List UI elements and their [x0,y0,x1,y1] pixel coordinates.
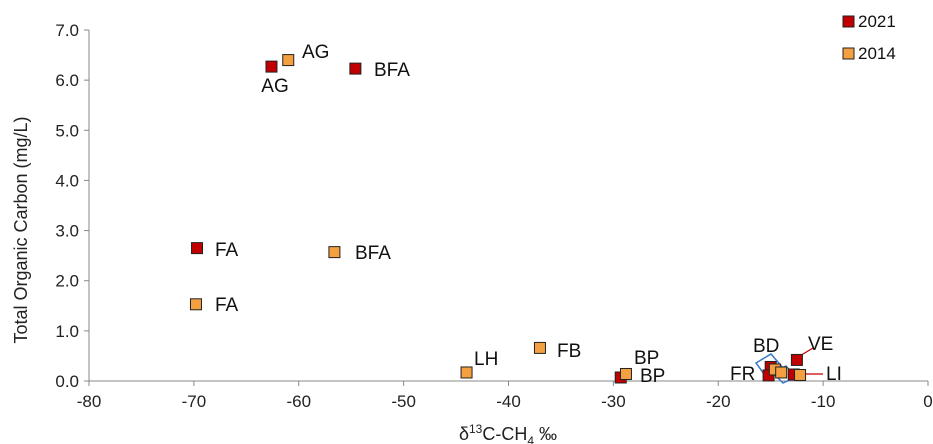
point-2014-ag [283,55,294,66]
y-tick-label: 3.0 [55,222,79,241]
x-axis-title: δ13C-CH4 ‰ [459,422,557,444]
x-axis-title-compound: C-CH [482,424,527,444]
x-tick-label: -70 [182,392,207,411]
point-label-fa: FA [215,240,239,261]
point-label-fb: FB [557,341,581,362]
point-label-bp: BP [640,366,665,387]
legend-label-2014: 2014 [858,44,896,63]
x-tick-label: -60 [286,392,311,411]
y-tick-label: 4.0 [55,171,79,190]
x-tick-label: -20 [706,392,731,411]
data-points [190,55,805,383]
point-label-ve: VE [808,334,833,355]
x-tick-label: -30 [601,392,626,411]
legend-label-2021: 2021 [858,12,896,31]
x-tick-label: -40 [496,392,521,411]
y-tick-label: 0.0 [55,372,79,391]
point-label-bfa: BFA [374,60,410,81]
point-label-fr: FR [730,364,755,385]
point-label-bfa: BFA [355,243,391,264]
y-tick-label: 2.0 [55,272,79,291]
x-axis-title-delta: δ [459,424,469,444]
x-tick-label: -50 [391,392,416,411]
point-label-ag: AG [302,42,329,63]
point-2021-fa [192,243,203,254]
x-axis-title-mass: 13 [469,422,483,436]
point-2014-bfa [329,247,340,258]
legend-swatch-2021 [843,16,854,27]
y-tick-label: 5.0 [55,121,79,140]
y-tick-label: 6.0 [55,71,79,90]
point-label-lh: LH [474,349,498,370]
point-2014-li [795,369,806,380]
point-label-ag: AG [261,76,288,97]
x-tick-label: 0 [923,392,932,411]
point-2021-bfa [350,63,361,74]
point-2014-fr [776,367,787,378]
x-tick-label: -10 [811,392,836,411]
y-axis-title: Total Organic Carbon (mg/L) [11,116,31,343]
point-label-fa: FA [215,295,239,316]
y-tick-label: 1.0 [55,322,79,341]
point-label-li: LI [826,364,842,385]
y-tick-label: 7.0 [55,21,79,40]
x-tick-label: -80 [77,392,102,411]
point-2021-ag [266,61,277,72]
point-2021-ve [791,354,802,365]
point-2014-bp [620,368,631,379]
x-axis-title-unit: ‰ [534,424,557,444]
point-label-bd: BD [753,336,779,357]
point-2014-lh [461,367,472,378]
axes [84,30,928,386]
point-2014-fb [534,342,545,353]
legend-swatch-2014 [843,48,854,59]
point-2014-fa [190,299,201,310]
legend: 2021 2014 [843,12,896,63]
